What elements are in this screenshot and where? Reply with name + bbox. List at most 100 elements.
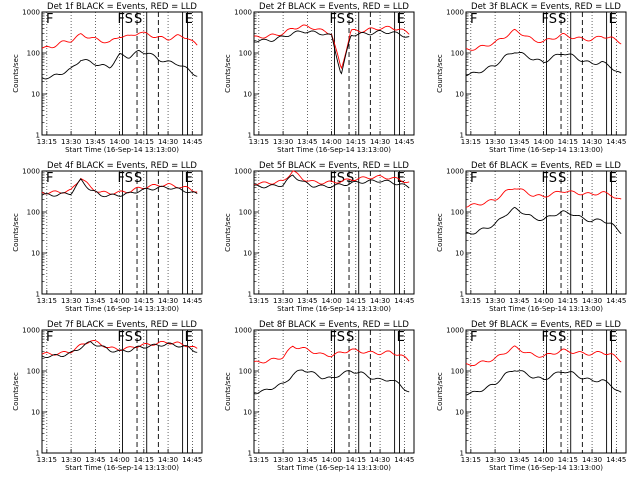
panel-title: Det 8f BLACK = Events, RED = LLD	[259, 320, 409, 330]
y-axis-label: Counts/sec	[12, 213, 20, 252]
x-tick-label: 14:30	[158, 138, 178, 146]
x-tick-label: 14:15	[134, 138, 154, 146]
x-axis-label: Start Time (16-Sep-14 13:13:00)	[489, 146, 603, 154]
x-tick-label: 14:45	[606, 138, 626, 146]
x-tick-label: 14:00	[321, 138, 341, 146]
x-tick-label: 14:15	[346, 456, 366, 464]
y-tick-label: 100	[239, 209, 252, 217]
marker-letter: F	[470, 171, 477, 186]
series-line-events	[41, 50, 198, 80]
marker-letter: E	[397, 12, 405, 27]
marker-letter: S	[558, 330, 566, 345]
x-tick-label: 13:15	[37, 456, 57, 464]
panel-title: Det 5f BLACK = Events, RED = LLD	[259, 161, 409, 171]
x-tick-label: 14:30	[370, 138, 390, 146]
panel-5: Det 5f BLACK = Events, RED = LLD 13:15 13:…	[224, 161, 415, 313]
y-axis-label: Counts/sec	[224, 372, 232, 411]
x-tick-label: 14:00	[321, 297, 341, 305]
y-tick-label: 10	[455, 250, 464, 258]
x-tick-label: 14:45	[394, 297, 414, 305]
y-tick-label: 1	[36, 450, 40, 458]
x-tick-label: 14:00	[533, 297, 553, 305]
y-axis-label: Counts/sec	[12, 372, 20, 411]
marker-letter: E	[397, 171, 405, 186]
x-tick-label: 13:45	[85, 138, 105, 146]
x-tick-label: 13:30	[485, 297, 505, 305]
x-tick-label: 14:15	[558, 138, 578, 146]
y-axis-label: Counts/sec	[436, 54, 444, 93]
marker-letter: F	[46, 330, 53, 345]
y-tick-label: 1000	[22, 9, 40, 17]
y-tick-label: 1	[36, 291, 40, 299]
x-tick-label: 14:00	[109, 297, 129, 305]
y-tick-label: 1	[460, 450, 464, 458]
marker-letter: FS	[329, 330, 345, 345]
marker-letter: S	[134, 12, 142, 27]
marker-letter: S	[558, 171, 566, 186]
y-tick-label: 100	[451, 209, 464, 217]
y-tick-label: 100	[239, 50, 252, 58]
marker-letter: S	[346, 12, 354, 27]
x-axis-label: Start Time (16-Sep-14 13:13:00)	[277, 305, 391, 313]
plot-frame	[253, 329, 415, 454]
marker-letter: F	[46, 12, 53, 27]
x-tick-label: 14:45	[606, 456, 626, 464]
y-tick-label: 100	[239, 368, 252, 376]
x-tick-label: 13:15	[249, 456, 269, 464]
series-line-events	[41, 178, 198, 198]
x-tick-label: 13:15	[461, 138, 481, 146]
y-tick-label: 1000	[446, 168, 464, 176]
panel-3: Det 3f BLACK = Events, RED = LLD 13:15 13:…	[436, 2, 627, 154]
series-line-lld	[41, 177, 198, 195]
x-tick-label: 14:15	[134, 297, 154, 305]
y-tick-label: 1000	[22, 168, 40, 176]
x-tick-label: 13:30	[485, 138, 505, 146]
marker-letter: E	[609, 330, 617, 345]
plot-frame	[253, 170, 415, 295]
series-line-lld	[41, 31, 198, 49]
x-tick-label: 14:45	[182, 456, 202, 464]
marker-letter: FS	[329, 12, 345, 27]
x-tick-label: 14:00	[533, 138, 553, 146]
panel-title: Det 7f BLACK = Events, RED = LLD	[47, 320, 197, 330]
x-tick-label: 14:45	[182, 297, 202, 305]
y-tick-label: 100	[27, 368, 40, 376]
y-tick-label: 100	[27, 50, 40, 58]
x-tick-label: 14:45	[182, 138, 202, 146]
series-line-events	[253, 174, 410, 189]
panel-title: Det 9f BLACK = Events, RED = LLD	[471, 320, 621, 330]
y-tick-label: 1	[36, 132, 40, 140]
y-tick-label: 100	[451, 368, 464, 376]
x-tick-label: 13:45	[297, 138, 317, 146]
panel-4: Det 4f BLACK = Events, RED = LLD 13:15 13:…	[12, 161, 203, 313]
marker-letter: S	[346, 330, 354, 345]
series-line-lld	[253, 24, 410, 70]
y-tick-label: 100	[451, 50, 464, 58]
marker-letter: E	[397, 330, 405, 345]
marker-letter: E	[185, 330, 193, 345]
plot-frame	[465, 329, 627, 454]
marker-letter: FS	[117, 12, 133, 27]
y-tick-label: 10	[455, 409, 464, 417]
series-line-lld	[465, 28, 622, 51]
series-line-events	[465, 52, 622, 77]
x-tick-label: 14:15	[346, 297, 366, 305]
plot-frame	[465, 170, 627, 295]
x-tick-label: 14:30	[370, 297, 390, 305]
marker-letter: F	[46, 171, 53, 186]
series-line-events	[41, 341, 198, 359]
x-tick-label: 13:45	[297, 297, 317, 305]
y-tick-label: 1	[248, 450, 252, 458]
x-axis-label: Start Time (16-Sep-14 13:13:00)	[65, 305, 179, 313]
x-tick-label: 13:30	[273, 297, 293, 305]
panel-title: Det 6f BLACK = Events, RED = LLD	[471, 161, 621, 171]
y-tick-label: 1	[460, 132, 464, 140]
y-tick-label: 100	[27, 209, 40, 217]
y-tick-label: 1	[248, 132, 252, 140]
x-axis-label: Start Time (16-Sep-14 13:13:00)	[489, 464, 603, 472]
marker-letter: F	[470, 12, 477, 27]
panel-7: Det 7f BLACK = Events, RED = LLD 13:15 13:…	[12, 320, 203, 472]
marker-letter: FS	[117, 330, 133, 345]
marker-letter: S	[134, 330, 142, 345]
x-tick-label: 14:45	[606, 297, 626, 305]
